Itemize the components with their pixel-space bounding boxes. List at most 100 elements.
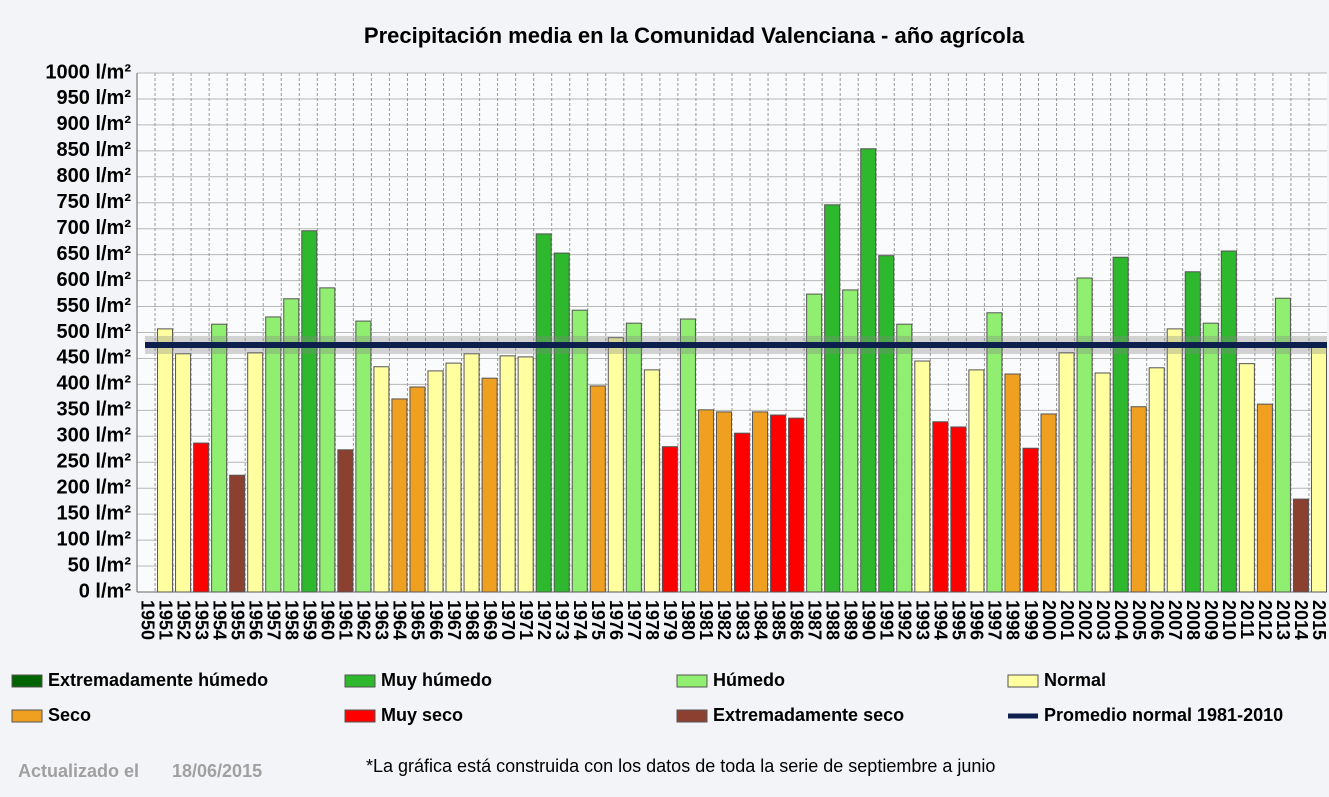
bar	[1022, 447, 1039, 593]
y-tick-label: 400 l/m²	[57, 373, 132, 395]
bar	[355, 320, 372, 593]
x-tick-label: 1992	[895, 600, 915, 640]
x-tick-label: 1983	[732, 600, 752, 640]
x-tick-label: 1994	[931, 600, 951, 640]
x-tick-label: 2010	[1219, 600, 1239, 640]
legend-swatch	[1007, 674, 1039, 688]
bar	[1166, 328, 1183, 593]
x-tick-label: 1985	[768, 600, 788, 640]
x-tick-label: 1958	[282, 600, 302, 640]
y-tick-label: 900 l/m²	[57, 113, 132, 135]
x-tick-label: 2015	[1309, 600, 1329, 640]
bar	[1202, 322, 1219, 593]
x-tick-label: 1976	[606, 600, 626, 640]
bar	[679, 318, 696, 593]
chart-title: Precipitación media en la Comunidad Vale…	[364, 23, 1025, 48]
x-tick-label: 1954	[209, 600, 229, 640]
legend-label: Extremadamente seco	[713, 705, 904, 725]
bar	[427, 370, 444, 593]
x-tick-label: 1964	[390, 600, 410, 640]
legend-swatch	[11, 674, 43, 688]
x-tick-label: 1999	[1021, 600, 1041, 640]
bar	[661, 446, 678, 593]
updated-date: 18/06/2015	[172, 761, 262, 781]
y-tick-label: 550 l/m²	[57, 295, 132, 317]
x-tick-label: 1953	[191, 600, 211, 640]
x-tick-label: 1960	[318, 600, 338, 640]
bar	[301, 230, 318, 593]
x-tick-label: 1997	[985, 600, 1005, 640]
updated-label: Actualizado el	[18, 761, 139, 781]
y-tick-label: 1000 l/m²	[45, 61, 131, 83]
bar	[968, 369, 985, 593]
x-tick-label: 1965	[408, 600, 428, 640]
bar	[625, 322, 642, 593]
bar	[229, 474, 246, 593]
x-tick-label: 2007	[1165, 600, 1185, 640]
bar	[1310, 344, 1328, 593]
x-tick-label: 1957	[263, 600, 283, 640]
y-tick-label: 50 l/m²	[68, 554, 132, 576]
x-tick-label: 1970	[498, 600, 518, 640]
bar	[752, 411, 769, 593]
y-tick-label: 0 l/m²	[79, 580, 132, 602]
bar	[571, 309, 588, 593]
x-tick-label: 1974	[570, 600, 590, 640]
bar	[697, 409, 714, 593]
legend-swatch	[11, 709, 43, 723]
y-tick-label: 500 l/m²	[57, 321, 132, 343]
x-tick-label: 1987	[804, 600, 824, 640]
bar	[373, 366, 390, 593]
bar	[914, 360, 931, 593]
x-tick-label: 2014	[1291, 600, 1311, 640]
bar	[175, 353, 192, 593]
x-tick-label: 2005	[1129, 600, 1149, 640]
bar	[824, 204, 841, 593]
legend-swatch	[676, 674, 708, 688]
x-tick-label: 1967	[444, 600, 464, 640]
bar	[409, 386, 426, 593]
bar	[860, 148, 877, 593]
x-tick-label: 1984	[750, 600, 770, 640]
legend-label: Normal	[1044, 670, 1106, 690]
x-tick-label: 1978	[642, 600, 662, 640]
x-tick-label: 2003	[1093, 600, 1113, 640]
y-tick-label: 600 l/m²	[57, 269, 132, 291]
x-tick-label: 1975	[588, 600, 608, 640]
bar	[806, 293, 823, 593]
x-tick-label: 1991	[877, 600, 897, 640]
x-tick-label: 2000	[1039, 600, 1059, 640]
x-tick-label: 1990	[858, 600, 878, 640]
x-tick-label: 2008	[1183, 600, 1203, 640]
x-tick-label: 1979	[660, 600, 680, 640]
bar	[265, 316, 282, 593]
bar	[986, 312, 1003, 593]
bar	[842, 289, 859, 593]
bar	[283, 298, 300, 593]
x-tick-label: 1989	[840, 600, 860, 640]
x-tick-label: 2009	[1201, 600, 1221, 640]
bar	[1238, 363, 1255, 593]
bar	[734, 432, 751, 593]
x-tick-label: 1961	[336, 600, 356, 640]
x-tick-label: 1968	[462, 600, 482, 640]
bar	[1292, 498, 1309, 593]
x-tick-label: 2012	[1255, 600, 1275, 640]
bar	[1274, 297, 1291, 593]
x-tick-label: 1977	[624, 600, 644, 640]
y-tick-label: 300 l/m²	[57, 425, 132, 447]
legend-label: Promedio normal 1981-2010	[1044, 705, 1283, 725]
bar	[715, 411, 733, 593]
x-tick-label: 1966	[426, 600, 446, 640]
y-tick-label: 350 l/m²	[57, 399, 132, 421]
bar	[247, 352, 264, 593]
x-tick-label: 1973	[552, 600, 572, 640]
bar	[1130, 406, 1147, 593]
bar	[1256, 403, 1273, 593]
bar	[1040, 413, 1057, 593]
x-tick-label: 1986	[786, 600, 806, 640]
bar	[788, 417, 805, 593]
bar	[1004, 373, 1021, 593]
x-tick-label: 1982	[714, 600, 734, 640]
